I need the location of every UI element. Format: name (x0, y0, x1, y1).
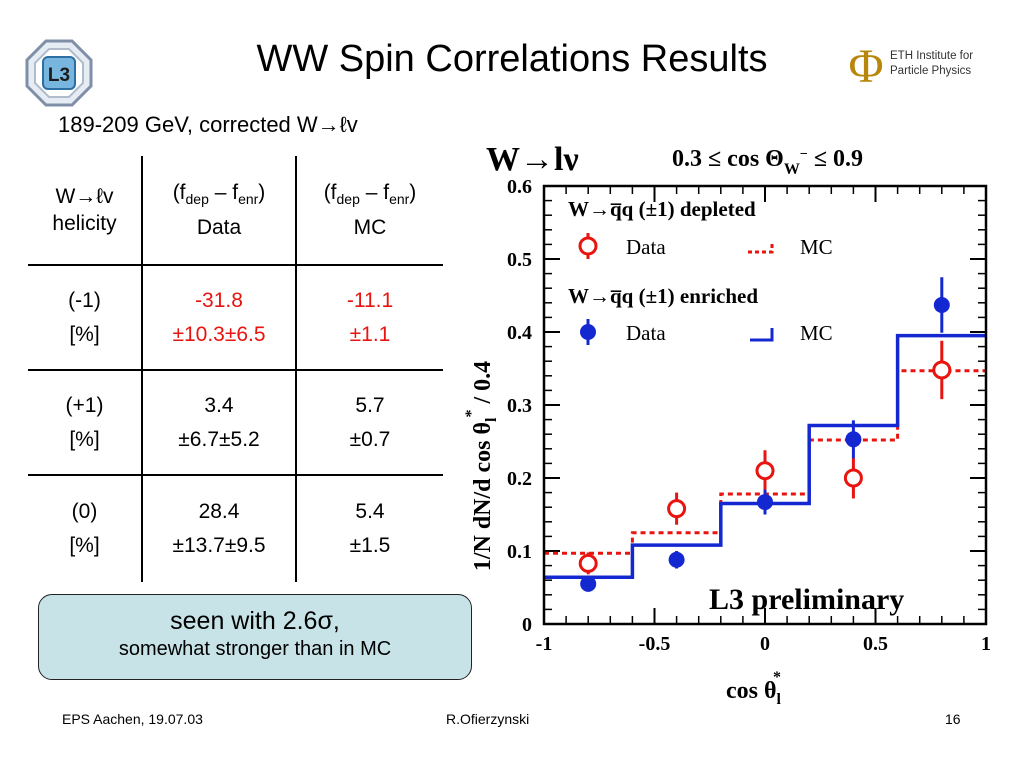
eth-logo-text-line1: ETH Institute for (890, 50, 974, 62)
enriched-data-point (668, 551, 685, 568)
y-tick-label: 0.5 (507, 249, 532, 271)
x-tick-label: 0 (760, 633, 770, 655)
y-tick-label: 0.4 (507, 322, 532, 344)
depleted-data-point (843, 468, 863, 488)
legend-heading-depleted: W→q̅q (±1) depleted (568, 197, 756, 221)
plot-frame (542, 184, 988, 626)
enriched-data-point (757, 494, 773, 511)
y-tick-label: 0 (522, 614, 532, 636)
chart-title-left: W→lν (486, 141, 579, 178)
l3-logo: L3 (24, 38, 94, 108)
enriched-data-point (845, 431, 862, 448)
eth-logo: Φ ETH Institute for Particle Physics (846, 40, 994, 92)
spin-correlation-chart: 0 0.1 0.2 0.3 0.4 0.5 0.6 -1 -0.5 0 0.5 1 W→lν 0.3 … (440, 126, 1024, 726)
page-title: WW Spin Correlations Results (256, 38, 768, 80)
y-axis-label: 1/N dN/d cos θl* / 0.4 (463, 361, 500, 571)
table-row: (+1) [%] 3.4 ±6.7±5.2 5.7 ±0.7 (28, 370, 443, 476)
eth-logo-text-line2: Particle Physics (890, 65, 972, 77)
legend-depleted-data-marker (578, 233, 598, 259)
depleted-data-point (755, 461, 775, 481)
header-mc: (fdep – fenr) MC (295, 156, 443, 266)
x-axis-label: cos θl* (726, 669, 782, 708)
x-tick-label: -1 (536, 633, 553, 655)
legend-depleted-mc-label: MC (800, 235, 833, 259)
enriched-data-point (933, 296, 950, 313)
y-tick-label: 0.2 (507, 468, 532, 490)
chart-title-right: 0.3 ≤ cos ΘW− ≤ 0.9 (672, 146, 863, 178)
y-tick-label: 0.3 (507, 395, 532, 417)
svg-text:Φ: Φ (848, 40, 883, 92)
x-tick-label: 1 (981, 633, 991, 655)
legend-enriched-mc-label: MC (800, 321, 833, 345)
legend-depleted-data-label: Data (626, 235, 666, 259)
y-tick-label: 0.1 (507, 541, 532, 563)
footer-event: EPS Aachen, 19.07.03 (62, 711, 203, 727)
x-tick-label: -0.5 (639, 633, 671, 655)
callout-line2: somewhat stronger than in MC (118, 638, 392, 660)
summary-callout: seen with 2.6σ, somewhat stronger than i… (38, 594, 472, 680)
enriched-data-point (580, 575, 597, 592)
chart-legend: W→q̅q (±1) depleted Data MC W→q̅q (±1) e… (568, 197, 833, 345)
depleted-data-point (667, 499, 687, 519)
table-header-row: W→ℓv helicity (fdep – fenr) Data (fdep –… (28, 156, 443, 266)
footer-page-number: 16 (945, 711, 961, 727)
table-row: (-1) [%] -31.8 ±10.3±6.5 -11.1 ±1.1 (28, 265, 443, 371)
callout-line1: seen with 2.6σ, (170, 607, 340, 635)
header-helicity: W→ℓv helicity (28, 156, 142, 266)
footer-author: R.Ofierzynski (446, 711, 530, 727)
depleted-data-point (932, 360, 952, 380)
legend-heading-enriched: W→q̅q (±1) enriched (568, 284, 758, 308)
legend-depleted-mc-marker (748, 242, 774, 254)
legend-enriched-data-marker (580, 319, 596, 345)
svg-text:L3: L3 (48, 65, 70, 86)
y-tick-label: 0.6 (507, 176, 532, 198)
header-data: (fdep – fenr) Data (141, 156, 296, 266)
table-row: (0) [%] 28.4 ±13.7±9.5 5.4 ±1.5 (28, 475, 443, 582)
depleted-data-point (578, 553, 598, 573)
results-table: W→ℓv helicity (fdep – fenr) Data (fdep –… (28, 156, 443, 582)
x-tick-label: 0.5 (863, 633, 888, 655)
subtitle: 189-209 GeV, corrected W→ℓv (58, 112, 358, 137)
legend-enriched-mc-marker (750, 328, 774, 342)
chart-annotation: L3 preliminary (709, 583, 904, 616)
legend-enriched-data-label: Data (626, 321, 666, 345)
